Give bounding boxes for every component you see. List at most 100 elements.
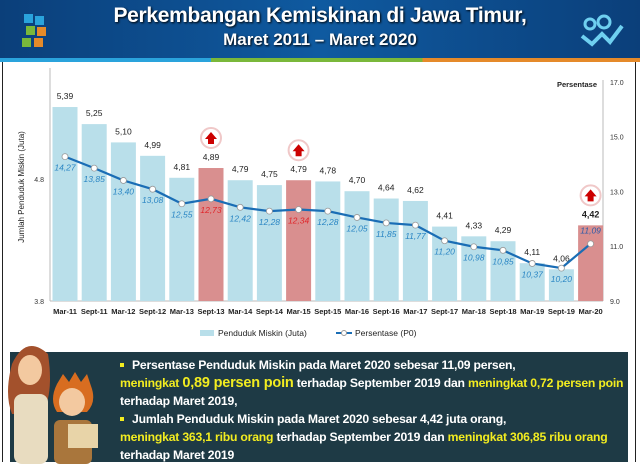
- bar: [286, 180, 312, 301]
- x-tick-label: Mar-19: [520, 307, 544, 316]
- bar: [402, 200, 428, 301]
- page-title: Perkembangan Kemiskinan di Jawa Timur,: [113, 4, 527, 27]
- line-point: [528, 260, 536, 267]
- line-point: [90, 164, 98, 172]
- y-tick-label: 3.8: [34, 299, 44, 306]
- line-point: [499, 246, 507, 254]
- bar-value-label: 5,25: [86, 108, 103, 118]
- bar-value-label: 4,78: [320, 165, 337, 175]
- x-tick-label: Sept-16: [373, 307, 400, 316]
- highlight-text: meningkat 0,72 persen poin: [467, 376, 624, 390]
- text: terhadap September 2019 dan: [276, 430, 445, 444]
- line-point: [353, 214, 361, 221]
- bullet-percentage-line2: meningkat 0,89 persen poin terhadap Sept…: [120, 374, 630, 392]
- page-subtitle: Maret 2011 – Maret 2020: [223, 30, 417, 49]
- line-point: [558, 264, 565, 272]
- y2-tick-label: 15.0: [610, 135, 624, 142]
- line-point: [149, 185, 157, 193]
- line-point: [411, 221, 419, 229]
- x-tick-label: Sept-19: [548, 307, 575, 316]
- bar-value-label: 4,79: [290, 164, 307, 174]
- x-tick-label: Sept-17: [431, 307, 458, 316]
- highlight-text: meningkat: [120, 376, 180, 390]
- bullet-count-line3: terhadap Maret 2019: [120, 446, 630, 464]
- bar: [140, 155, 166, 301]
- header-stripe: [0, 58, 640, 62]
- summary-bullets: Persentase Penduduk Miskin pada Maret 20…: [120, 356, 630, 464]
- arrow-up-icon: [205, 132, 217, 145]
- highlight-text: meningkat 306,85 ribu orang: [447, 430, 608, 444]
- x-tick-label: Mar-13: [170, 307, 194, 316]
- x-tick-label: Mar-17: [403, 307, 427, 316]
- line-value-label: 12,73: [200, 205, 222, 215]
- line-value-label: 12,28: [317, 217, 339, 227]
- line-value-label: 11,20: [434, 247, 455, 257]
- bar: [52, 107, 78, 301]
- x-tick-label: Mar-11: [53, 307, 77, 316]
- highlight-text: 0,89 persen poin: [182, 375, 294, 391]
- bar-value-label: 5,10: [115, 126, 132, 136]
- line-value-label: 14,27: [54, 163, 76, 173]
- line-value-label: 10,98: [463, 253, 485, 263]
- y2-tick-label: 13.0: [610, 189, 624, 196]
- legend-line-label: Persentase (P0): [355, 328, 417, 338]
- bar: [519, 263, 545, 301]
- statistics-logo: [580, 14, 624, 47]
- bar: [344, 191, 370, 301]
- bar: [578, 225, 604, 301]
- bar-value-label: 4,41: [436, 211, 453, 221]
- line-value-label: 13,40: [113, 186, 135, 196]
- x-tick-label: Mar-16: [345, 307, 369, 316]
- line-value-label: 12,55: [171, 210, 193, 220]
- legend-bar-swatch: [200, 330, 214, 336]
- legend-line-marker: [341, 330, 347, 336]
- line-point: [587, 240, 594, 248]
- x-tick-label: Mar-15: [287, 307, 311, 316]
- bar: [256, 185, 282, 301]
- x-tick-label: Sept-18: [489, 307, 516, 316]
- x-tick-label: Mar-18: [462, 307, 486, 316]
- legend-bar-label: Penduduk Miskin (Juta): [218, 328, 307, 338]
- x-tick-label: Sept-12: [139, 307, 166, 316]
- bar: [81, 124, 107, 301]
- line-value-label: 13,08: [142, 195, 164, 205]
- line-value-label: 12,42: [230, 213, 252, 223]
- y2-tick-label: 11.0: [610, 244, 623, 251]
- frame: [2, 62, 636, 462]
- text: terhadap September 2019 dan: [296, 376, 465, 390]
- x-tick-label: Mar-14: [228, 307, 253, 316]
- line-point: [382, 219, 390, 227]
- x-tick-label: Sept-13: [197, 307, 224, 316]
- x-tick-label: Sept-11: [81, 307, 108, 316]
- bar: [548, 269, 574, 301]
- line-point: [207, 195, 215, 203]
- bullet-count-line2: meningkat 363,1 ribu orang terhadap Sept…: [120, 428, 630, 446]
- bar-value-label: 4,62: [407, 185, 424, 195]
- line-value-label: 12,05: [346, 223, 368, 233]
- line-point: [324, 207, 332, 215]
- line-value-label: 11,09: [580, 226, 601, 236]
- highlight-text: meningkat 363,1 ribu orang: [120, 430, 274, 444]
- y2-axis-label: Persentase: [557, 80, 597, 89]
- y-axis-label: Jumlah Penduduk Miskin (Juta): [17, 131, 26, 243]
- y2-tick-label: 17.0: [610, 80, 624, 87]
- line-value-label: 10,20: [551, 274, 573, 284]
- header-banner: Perkembangan Kemiskinan di Jawa Timur, M…: [0, 0, 640, 58]
- line-value-label: 10,85: [492, 256, 514, 266]
- line-point: [178, 200, 186, 208]
- arrow-up-icon: [292, 144, 305, 157]
- text: terhadap Maret 2019,: [120, 394, 238, 408]
- bar-value-label: 4,64: [378, 183, 395, 193]
- text: Jumlah Penduduk Miskin pada Maret 2020 s…: [132, 412, 507, 426]
- x-tick-label: Sept-14: [256, 307, 284, 316]
- text: Persentase Penduduk Miskin pada Maret 20…: [132, 358, 516, 372]
- bullet-count: Jumlah Penduduk Miskin pada Maret 2020 s…: [120, 410, 630, 428]
- info-panel: [10, 352, 628, 462]
- x-tick-label: Sept-15: [314, 307, 341, 316]
- bar-value-label: 4,06: [553, 253, 570, 263]
- x-tick-label: Mar-20: [579, 307, 603, 316]
- bullet-percentage: Persentase Penduduk Miskin pada Maret 20…: [120, 356, 630, 374]
- line-point: [265, 207, 273, 215]
- line-value-label: 11,85: [376, 229, 397, 239]
- poverty-chart: 3.8 4.8 9.0 11.0 13.0 15.0 17.0 Jumlah Penduduk…: [17, 68, 624, 338]
